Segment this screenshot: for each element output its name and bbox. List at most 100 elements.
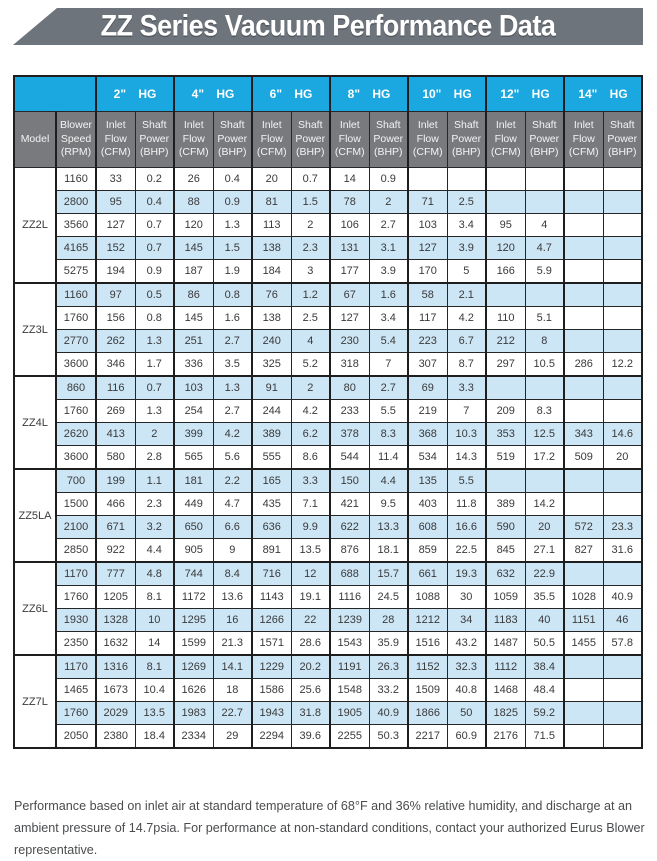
- inlet-flow-cell: [485, 167, 526, 191]
- rpm-cell: 1465: [55, 678, 97, 702]
- inlet-flow-cell: 413: [95, 422, 136, 446]
- inlet-flow-cell: 1191: [329, 654, 370, 679]
- shaft-power-cell: 4: [290, 329, 331, 353]
- inlet-flow-cell: 2380: [95, 724, 136, 749]
- shaft-power-cell: 14.2: [524, 492, 565, 516]
- inlet-flow-cell: 78: [329, 190, 370, 214]
- shaft-power-cell: 2.7: [368, 375, 409, 400]
- inlet-flow-column-header: Inlet Flow (CFM): [485, 111, 526, 168]
- inlet-flow-cell: 1269: [173, 654, 214, 679]
- shaft-power-cell: 40.9: [602, 585, 643, 609]
- table-row: 2800 95 0.4 88 0.9 81 1.5 78 2 71 2.5: [14, 190, 643, 214]
- inlet-flow-cell: 170: [407, 259, 448, 284]
- shaft-power-cell: 14.3: [446, 445, 487, 470]
- inlet-flow-cell: 336: [173, 352, 214, 377]
- inlet-flow-cell: 106: [329, 213, 370, 237]
- shaft-power-cell: 1.6: [368, 282, 409, 307]
- inlet-flow-cell: 650: [173, 515, 214, 539]
- rpm-cell: 1930: [55, 608, 97, 632]
- shaft-power-cell: 14.1: [212, 654, 253, 679]
- inlet-flow-cell: 368: [407, 422, 448, 446]
- shaft-power-cell: 22: [290, 608, 331, 632]
- shaft-power-cell: 10: [134, 608, 175, 632]
- inlet-flow-cell: 286: [563, 352, 604, 377]
- inlet-flow-cell: 777: [95, 561, 136, 586]
- inlet-flow-cell: 2334: [173, 724, 214, 749]
- shaft-power-cell: 5.5: [446, 468, 487, 493]
- inlet-flow-cell: 449: [173, 492, 214, 516]
- shaft-power-cell: 7: [368, 352, 409, 377]
- shaft-power-cell: 3.4: [446, 213, 487, 237]
- inlet-flow-cell: 152: [95, 236, 136, 260]
- inlet-flow-cell: 297: [485, 352, 526, 377]
- inlet-flow-cell: 509: [563, 445, 604, 470]
- shaft-power-cell: 57.8: [602, 631, 643, 656]
- rpm-cell: 3600: [55, 352, 97, 377]
- shaft-power-cell: 40.8: [446, 678, 487, 702]
- inlet-flow-cell: 632: [485, 561, 526, 586]
- inlet-flow-cell: 671: [95, 515, 136, 539]
- shaft-power-cell: 0.4: [212, 167, 253, 191]
- table-row: ZZ3L 1160 97 0.5 86 0.8 76 1.2 67 1.6 58 2.1: [13, 282, 643, 377]
- shaft-power-cell: 4.2: [290, 399, 331, 423]
- model-cell: ZZ6L: [13, 561, 57, 656]
- shaft-power-cell: 30: [446, 585, 487, 609]
- shaft-power-cell: 48.4: [524, 678, 565, 702]
- inlet-flow-cell: 590: [485, 515, 526, 539]
- shaft-power-cell: 3.3: [290, 468, 331, 493]
- shaft-power-cell: 3.9: [446, 236, 487, 260]
- shaft-power-cell: [524, 167, 565, 191]
- inlet-flow-cell: [563, 306, 604, 330]
- shaft-power-cell: [602, 236, 643, 260]
- inlet-flow-cell: 2029: [95, 701, 136, 725]
- inlet-flow-cell: 97: [95, 282, 136, 307]
- inlet-flow-cell: 1586: [251, 678, 292, 702]
- shaft-power-cell: 0.9: [368, 167, 409, 191]
- shaft-power-cell: [602, 654, 643, 679]
- shaft-power-cell: 5.6: [212, 445, 253, 470]
- shaft-power-cell: 0.5: [134, 282, 175, 307]
- shaft-power-cell: 9: [212, 538, 253, 563]
- inlet-flow-cell: 2255: [329, 724, 370, 749]
- inlet-flow-cell: 166: [485, 259, 526, 284]
- shaft-power-cell: 1.7: [134, 352, 175, 377]
- shaft-power-cell: 4.7: [212, 492, 253, 516]
- inlet-flow-cell: 1943: [251, 701, 292, 725]
- inlet-flow-cell: 2294: [251, 724, 292, 749]
- inlet-flow-cell: 1599: [173, 631, 214, 656]
- inlet-flow-cell: 58: [407, 282, 448, 307]
- inlet-flow-column-header: Inlet Flow (CFM): [95, 111, 136, 168]
- shaft-power-cell: 6.6: [212, 515, 253, 539]
- table-row: 2350 1632 14 1599 21.3 1571 28.6 1543 35.9 1516 43…: [14, 631, 643, 656]
- inlet-flow-cell: 622: [329, 515, 370, 539]
- shaft-power-cell: 32.3: [446, 654, 487, 679]
- table-row: 2770 262 1.3 251 2.7 240 4 230 5.4 223 6.7 212 8: [14, 329, 643, 353]
- vacuum-level-header: 12" HG: [485, 75, 565, 112]
- shaft-power-cell: 1.9: [212, 259, 253, 284]
- shaft-power-cell: 0.9: [134, 259, 175, 284]
- inlet-flow-cell: 116: [95, 375, 136, 400]
- shaft-power-cell: 5.2: [290, 352, 331, 377]
- speed-column-header: Blower Speed (RPM): [55, 111, 97, 168]
- shaft-power-cell: 3.5: [212, 352, 253, 377]
- shaft-power-cell: [524, 375, 565, 400]
- shaft-power-cell: 5.4: [368, 329, 409, 353]
- shaft-power-cell: 2.3: [134, 492, 175, 516]
- inlet-flow-cell: 269: [95, 399, 136, 423]
- inlet-flow-cell: 156: [95, 306, 136, 330]
- shaft-power-cell: 18.4: [134, 724, 175, 749]
- shaft-power-cell: [602, 167, 643, 191]
- inlet-flow-cell: [563, 678, 604, 702]
- inlet-flow-cell: 1866: [407, 701, 448, 725]
- shaft-power-cell: 0.7: [290, 167, 331, 191]
- rpm-cell: 1170: [55, 561, 97, 586]
- table-row: 3560 127 0.7 120 1.3 113 2 106 2.7 103 3.4 95 4: [14, 213, 643, 237]
- table-row: 2620 413 2 399 4.2 389 6.2 378 8.3 368 10.3 353 12.5…: [14, 422, 643, 446]
- shaft-power-cell: 18.1: [368, 538, 409, 563]
- shaft-power-cell: 17.2: [524, 445, 565, 470]
- shaft-power-cell: 1.6: [212, 306, 253, 330]
- shaft-power-cell: 40.9: [368, 701, 409, 725]
- inlet-flow-cell: [563, 375, 604, 400]
- inlet-flow-cell: 845: [485, 538, 526, 563]
- table-row: ZZ5LA 700 199 1.1 181 2.2 165 3.3 150 4.4 135 5.5: [13, 468, 643, 563]
